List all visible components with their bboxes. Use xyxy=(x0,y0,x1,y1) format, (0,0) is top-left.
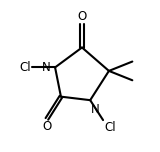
Text: Cl: Cl xyxy=(104,121,116,134)
Text: Cl: Cl xyxy=(19,61,31,74)
Text: N: N xyxy=(91,102,100,116)
Text: O: O xyxy=(42,120,52,133)
Text: O: O xyxy=(77,10,87,23)
Text: N: N xyxy=(42,61,50,74)
